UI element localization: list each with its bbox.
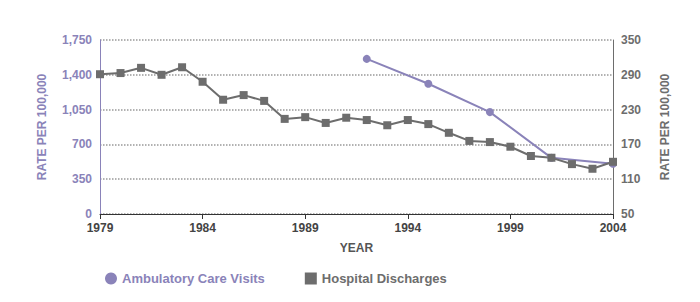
svg-text:230: 230	[621, 103, 641, 117]
svg-text:1994: 1994	[394, 221, 421, 235]
svg-text:Ambulatory Care Visits: Ambulatory Care Visits	[122, 271, 265, 286]
svg-text:1989: 1989	[292, 221, 319, 235]
svg-text:350: 350	[621, 33, 641, 47]
svg-text:2004: 2004	[600, 221, 627, 235]
svg-text:110: 110	[621, 172, 641, 186]
svg-text:1979: 1979	[87, 221, 114, 235]
svg-text:1,750: 1,750	[62, 33, 92, 47]
svg-text:1999: 1999	[497, 221, 524, 235]
svg-text:Hospital Discharges: Hospital Discharges	[322, 271, 447, 286]
svg-text:0: 0	[85, 207, 92, 221]
svg-text:350: 350	[72, 172, 92, 186]
svg-text:1,400: 1,400	[62, 68, 92, 82]
svg-text:50: 50	[621, 207, 635, 221]
svg-text:700: 700	[72, 137, 92, 151]
svg-text:170: 170	[621, 137, 641, 151]
svg-text:YEAR: YEAR	[340, 241, 374, 255]
svg-text:1984: 1984	[189, 221, 216, 235]
svg-text:1,050: 1,050	[62, 103, 92, 117]
svg-text:RATE PER 100,000: RATE PER 100,000	[35, 73, 49, 180]
svg-text:290: 290	[621, 68, 641, 82]
svg-text:RATE PER 100,000: RATE PER 100,000	[658, 73, 672, 180]
